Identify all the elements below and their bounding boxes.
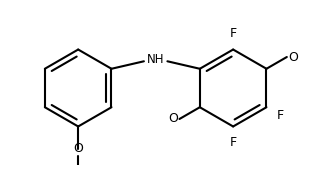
Text: O: O [168,112,178,125]
Text: O: O [73,142,83,155]
Text: NH: NH [147,53,165,66]
Text: F: F [277,109,284,122]
Text: F: F [230,136,237,149]
Text: F: F [230,27,237,40]
Text: O: O [288,51,298,64]
